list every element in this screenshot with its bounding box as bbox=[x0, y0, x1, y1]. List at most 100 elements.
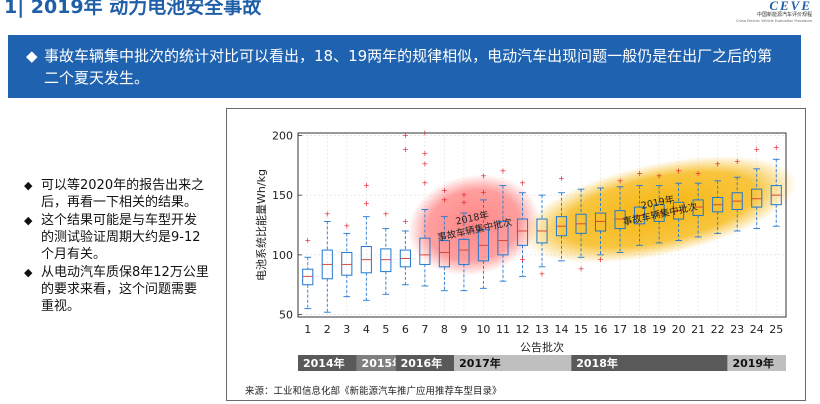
outlier-point: + bbox=[363, 181, 370, 190]
outlier-point: + bbox=[480, 172, 487, 181]
box bbox=[692, 199, 704, 216]
year-band-label: 2014年 bbox=[303, 356, 345, 370]
year-band bbox=[356, 355, 396, 371]
x-tick-label: 22 bbox=[711, 323, 725, 336]
highlight-ellipse bbox=[407, 174, 540, 276]
outlier-point: + bbox=[422, 179, 429, 188]
bullet-text: 可以等2020年的报告出来之后，再看一下相关的结果。 bbox=[41, 178, 205, 210]
box bbox=[458, 238, 470, 265]
year-band bbox=[454, 355, 572, 371]
box bbox=[399, 249, 411, 268]
x-tick-label: 1 bbox=[304, 323, 311, 336]
x-tick-label: 12 bbox=[515, 323, 529, 336]
box bbox=[634, 206, 646, 225]
x-tick-label: 25 bbox=[769, 323, 783, 336]
plot-frame bbox=[297, 132, 787, 318]
x-tick-label: 19 bbox=[652, 323, 666, 336]
x-tick-label: 20 bbox=[672, 323, 686, 336]
box bbox=[497, 220, 509, 256]
outlier-point: + bbox=[734, 157, 741, 166]
x-tick-label: 10 bbox=[476, 323, 490, 336]
outlier-point: + bbox=[402, 217, 409, 226]
outlier-point: + bbox=[500, 167, 507, 176]
year-band bbox=[395, 355, 455, 371]
x-tick-label: 13 bbox=[535, 323, 549, 336]
year-band-label: 2016年 bbox=[401, 356, 443, 370]
logo-subtitle: 中国新能源汽车评价规程 bbox=[756, 12, 812, 18]
outlier-point: + bbox=[539, 269, 546, 278]
page-title: 1| 2019年 动力电池安全事故 bbox=[4, 0, 262, 18]
banner-text: 事故车辆集中批次的统计对比可以看出，18、19两年的规律相似，电动汽车出现问题一… bbox=[44, 47, 773, 87]
box bbox=[341, 251, 353, 276]
boxplot-chart: ++++++++++++++++++++++++++++ ++ ++ ++ +2018年… bbox=[245, 129, 797, 397]
y-tick-label: 50 bbox=[279, 309, 293, 322]
bullet-text: 从电动汽车质保8年12万公里的要求来看，这个问题需要重视。 bbox=[41, 265, 209, 314]
year-band bbox=[727, 355, 786, 371]
outlier-point: + bbox=[461, 198, 468, 207]
x-tick-label: 15 bbox=[574, 323, 588, 336]
y-tick-label: 200 bbox=[272, 129, 293, 142]
year-band-label: 2015年 bbox=[362, 356, 404, 370]
outlier-point: + bbox=[773, 143, 780, 152]
box bbox=[380, 248, 392, 273]
diamond-bullet-icon: ◆ bbox=[24, 266, 33, 279]
outlier-point: + bbox=[480, 188, 487, 197]
diamond-bullet-icon: ◆ bbox=[24, 214, 33, 227]
outlier-point: + bbox=[714, 160, 721, 169]
x-axis-label: 公告批次 bbox=[520, 340, 564, 354]
x-tick-label: 4 bbox=[363, 323, 370, 336]
outlier-point: + bbox=[636, 169, 643, 178]
x-tick-label: 24 bbox=[750, 323, 764, 336]
outlier-point: + bbox=[656, 172, 663, 181]
x-tick-label: 3 bbox=[343, 323, 350, 336]
x-tick-label: 21 bbox=[691, 323, 705, 336]
year-band-label: 2017年 bbox=[459, 356, 501, 370]
outlier-point: + bbox=[558, 174, 565, 183]
outlier-point: + bbox=[363, 199, 370, 208]
highlight-ellipse bbox=[521, 155, 797, 264]
outlier-point: + bbox=[675, 167, 682, 176]
x-tick-label: 14 bbox=[555, 323, 569, 336]
x-tick-label: 2 bbox=[324, 323, 331, 336]
x-tick-label: 16 bbox=[594, 323, 608, 336]
outlier-point: + bbox=[695, 169, 702, 178]
x-tick-label: 11 bbox=[496, 323, 510, 336]
outlier-point: + bbox=[422, 160, 429, 169]
diamond-bullet-icon: ◆ bbox=[24, 179, 33, 192]
y-tick-label: 150 bbox=[272, 189, 293, 202]
x-tick-label: 5 bbox=[382, 323, 389, 336]
box bbox=[516, 218, 529, 246]
x-tick-label: 8 bbox=[441, 323, 448, 336]
y-axis-label: 电池系统比能量Wh/kg bbox=[254, 169, 268, 281]
outlier-point: + bbox=[382, 210, 389, 219]
x-tick-label: 18 bbox=[633, 323, 647, 336]
chart-container: + + + + + + + + + + + + + + + + + + + + + + + + + + + + + + + + + + +2018年… bbox=[226, 108, 806, 401]
outlier-point: + bbox=[402, 145, 409, 154]
year-band-label: 2018年 bbox=[576, 356, 618, 370]
box bbox=[438, 240, 450, 268]
x-tick-label: 6 bbox=[402, 323, 409, 336]
outlier-point: + bbox=[461, 191, 468, 200]
x-tick-label: 9 bbox=[460, 323, 467, 336]
outlier-point: + bbox=[402, 131, 409, 140]
outlier-point: + bbox=[519, 255, 526, 264]
y-tick-label: 100 bbox=[272, 249, 293, 262]
outlier-point: + bbox=[343, 222, 350, 231]
outlier-point: + bbox=[617, 176, 624, 185]
outlier-point: + bbox=[753, 145, 760, 154]
logo: CEVE 中国新能源汽车评价规程 China Electric Vehicle … bbox=[736, 0, 812, 24]
outlier-point: + bbox=[597, 255, 604, 264]
box bbox=[751, 188, 763, 208]
diamond-bullet-icon: ◆ bbox=[26, 47, 38, 65]
outlier-point: + bbox=[441, 186, 448, 195]
year-band bbox=[298, 355, 357, 371]
year-band-label: 2019年 bbox=[732, 356, 774, 370]
year-band bbox=[571, 355, 728, 371]
outlier-point: + bbox=[519, 179, 526, 188]
bullet-item: ◆ 从电动汽车质保8年12万公里的要求来看，这个问题需要重视。 bbox=[24, 264, 209, 315]
bullet-item: ◆ 这个结果可能是与车型开发的测试验证周期大约是9-12个月有关。 bbox=[24, 212, 209, 263]
outlier-point: + bbox=[304, 236, 311, 245]
bullet-item: ◆ 可以等2020年的报告出来之后，再看一下相关的结果。 bbox=[24, 177, 209, 211]
x-tick-label: 23 bbox=[730, 323, 744, 336]
x-tick-label: 17 bbox=[613, 323, 627, 336]
